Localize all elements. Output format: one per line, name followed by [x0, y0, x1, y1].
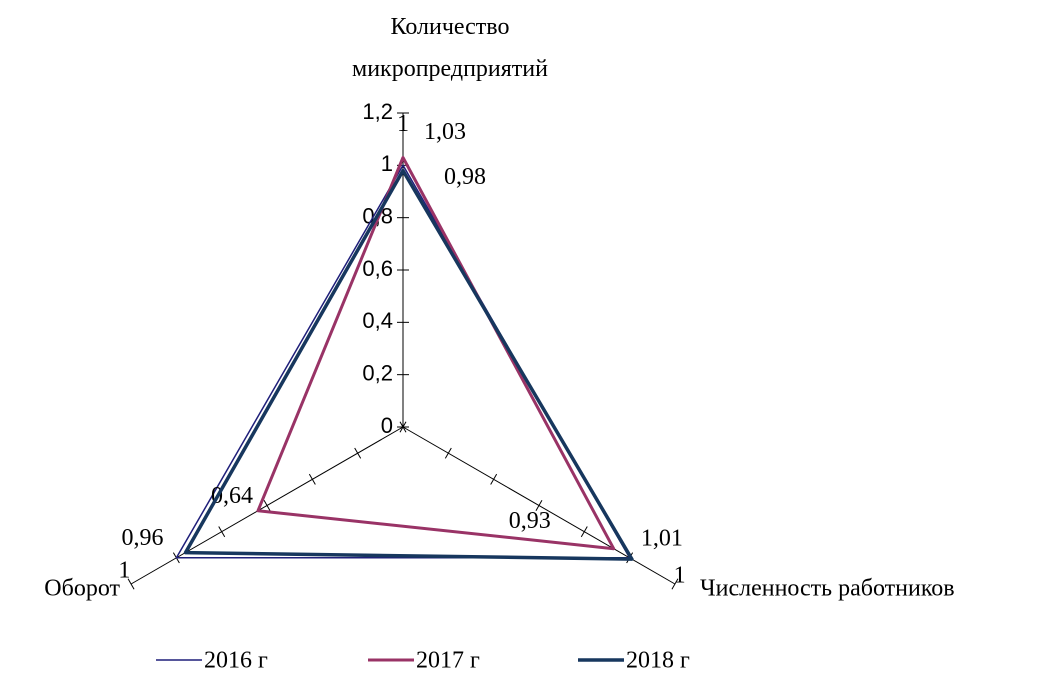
data-label: 1,01 — [641, 526, 683, 552]
axis-label: Оборот — [44, 576, 120, 602]
series-line — [183, 168, 634, 561]
tick-mark — [490, 473, 498, 485]
tick-mark — [535, 500, 543, 511]
axis-label-line: микропредприятий — [352, 56, 548, 82]
tick-mark — [263, 500, 271, 511]
tick-label: 1 — [381, 151, 393, 176]
tick-mark — [218, 526, 226, 538]
axis-label: Численность работников — [700, 576, 955, 602]
tick-label: 0 — [381, 413, 393, 438]
legend-label: 2016 г — [204, 648, 268, 674]
series-line — [256, 156, 616, 551]
tick-mark — [127, 578, 135, 590]
data-label: 1,03 — [424, 119, 466, 145]
tick-mark — [444, 447, 452, 459]
data-label: 1 — [674, 562, 686, 588]
data-label: 0,98 — [444, 164, 486, 190]
data-label: 1 — [118, 557, 130, 583]
axis-label-line: Количество — [391, 14, 510, 40]
axis-label: Количество микропредприятий — [352, 14, 548, 82]
tick-label: 0,6 — [362, 256, 393, 281]
data-label: 1 — [397, 111, 409, 137]
tick-mark — [671, 578, 679, 590]
legend-label: 2018 г — [626, 648, 690, 674]
tick-label: 0,4 — [362, 308, 393, 333]
tick-mark — [580, 526, 588, 538]
tick-mark — [354, 447, 362, 459]
data-label: 0,96 — [121, 525, 163, 551]
legend-label: 2017 г — [416, 648, 480, 674]
tick-mark — [399, 421, 407, 433]
tick-label: 1,2 — [362, 99, 393, 124]
tick-mark — [308, 473, 316, 485]
tick-label: 0,2 — [362, 360, 393, 385]
data-label: 0,93 — [509, 508, 551, 534]
